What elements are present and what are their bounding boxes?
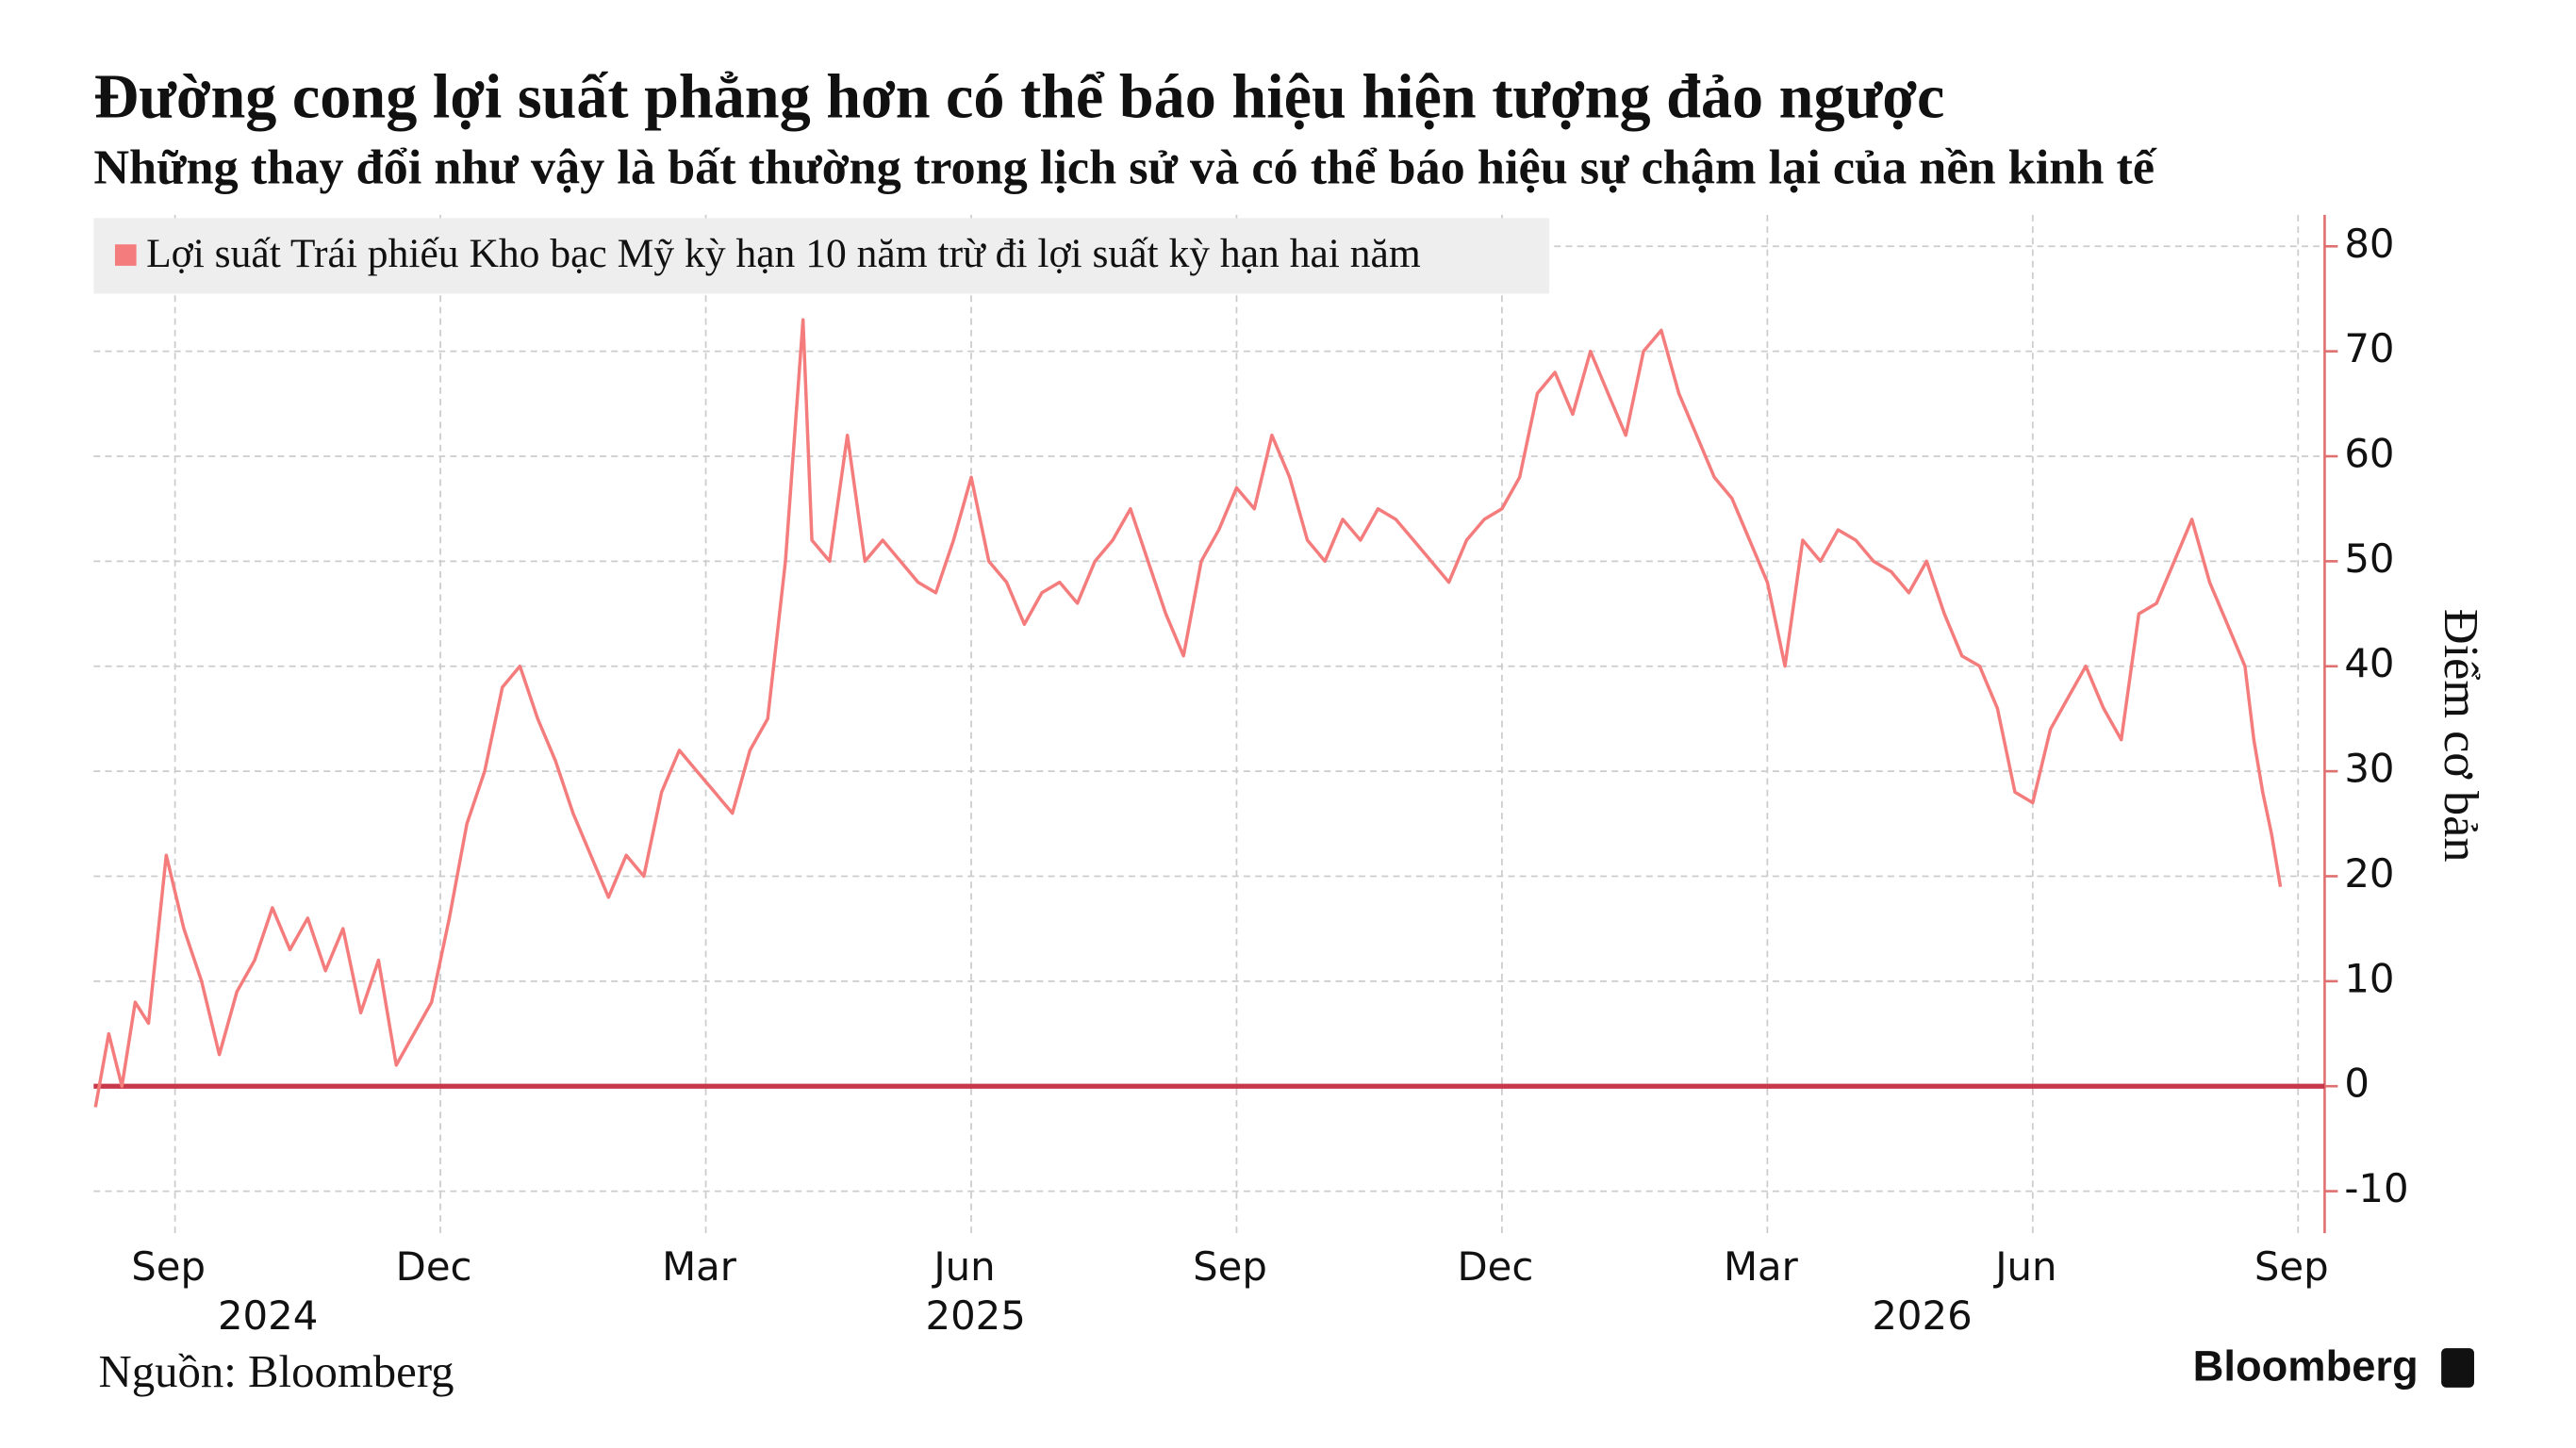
brand: Bloomberg xyxy=(2193,1342,2419,1390)
series-line xyxy=(93,318,2283,1108)
y-tick-label: -10 xyxy=(2344,1165,2408,1211)
year-label: 2026 xyxy=(1872,1292,1972,1339)
source: Nguồn: Bloomberg xyxy=(99,1346,454,1397)
x-tick-label: Sep xyxy=(2254,1243,2329,1290)
chart-title: Đường cong lợi suất phẳng hơn có thể báo… xyxy=(93,63,1944,132)
chart-subtitle: Những thay đổi như vậy là bất thường tro… xyxy=(93,140,2157,195)
brand-icon xyxy=(2441,1348,2474,1388)
y-tick-label: 80 xyxy=(2344,221,2394,267)
x-tick-label: Sep xyxy=(1193,1243,1267,1290)
x-tick-label: Dec xyxy=(396,1243,472,1290)
legend-label: Lợi suất Trái phiếu Kho bạc Mỹ kỳ hạn 10… xyxy=(146,231,1421,276)
year-label: 2025 xyxy=(925,1292,1025,1339)
y-tick-label: 40 xyxy=(2344,640,2394,686)
y-tick-label: 0 xyxy=(2344,1061,2370,1107)
legend-box xyxy=(93,218,1550,294)
y-tick-label: 30 xyxy=(2344,746,2394,792)
x-tick-label: Mar xyxy=(662,1243,737,1290)
year-label: 2024 xyxy=(218,1292,318,1339)
y-tick-label: 60 xyxy=(2344,431,2394,477)
y-tick-label: 10 xyxy=(2344,955,2394,1001)
x-tick-label: Mar xyxy=(1724,1243,1799,1290)
x-tick-label: Jun xyxy=(1992,1243,2056,1290)
x-tick-label: Dec xyxy=(1457,1243,1533,1290)
legend-swatch xyxy=(114,244,137,266)
y-tick-label: 20 xyxy=(2344,850,2394,897)
x-tick-label: Sep xyxy=(131,1243,206,1290)
y-tick-label: 70 xyxy=(2344,325,2394,371)
x-tick-label: Jun xyxy=(931,1243,995,1290)
y-axis-label: Điểm cơ bản xyxy=(2434,609,2488,863)
y-tick-label: 50 xyxy=(2344,535,2394,582)
